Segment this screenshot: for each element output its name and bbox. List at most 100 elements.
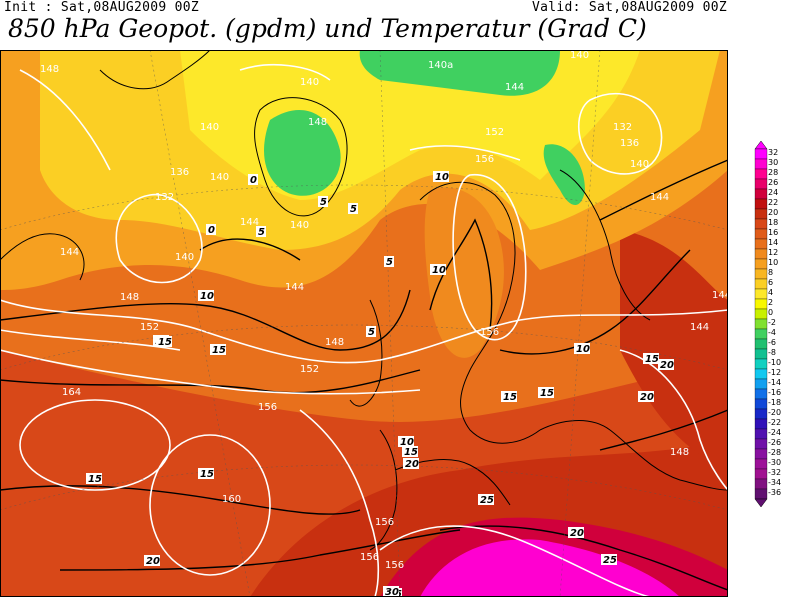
geopotential-label: 132 [155,192,174,203]
geopotential-label: 152 [485,127,504,138]
temperature-label: 10 [432,265,446,276]
colorbar-label: 10 [768,258,779,267]
temperature-label: 20 [640,392,654,403]
geopotential-label: 140 [290,220,309,231]
colorbar-cell [754,158,768,170]
temperature-label-bg [318,196,328,207]
geopotential-label: 148 [325,337,344,348]
temperature-label: 15 [200,469,214,480]
geopotential-label: 156 [375,517,394,528]
temperature-label-bg [198,468,214,479]
geopotential-label: 144 [240,217,259,228]
init-time: Init : Sat,08AUG2009 00Z [4,0,200,15]
colorbar-cell [754,228,768,240]
geopotential-labels: 148 140 140 140 140a 144 148 152 156 136 132 144 140… [40,50,728,571]
temperature-label: 15 [540,388,554,399]
temperature-label: 5 [368,327,375,338]
temperature-label: 10 [400,437,414,448]
temperature-label-bg [430,264,446,275]
colorbar-cell [754,208,768,220]
colorbar-cell [754,288,768,300]
temperature-label-bg [198,290,214,301]
colorbar-cell [754,398,768,410]
temperature-label: 10 [576,344,590,355]
temperature-label-bg [643,353,659,364]
colorbar-cell [754,378,768,390]
temperature-label: 20 [146,556,160,567]
geopotential-label: 156 [385,560,404,571]
temperature-label-bg [366,326,376,337]
colorbar-cell [754,358,768,370]
colorbar-label: -26 [768,438,782,447]
geopotential-label: 140 [300,77,319,88]
colorbar-cell [754,348,768,360]
colorbar-label: -34 [768,478,782,487]
geopotential-label: 148 [308,117,327,128]
colorbar [754,141,768,508]
temperature-label: 15 [503,392,517,403]
colorbar-cell [754,468,768,480]
temperature-label: 20 [660,360,674,371]
temperature-label-bg [86,473,102,484]
colorbar-label: -18 [768,398,782,407]
geopotential-label: 132 [613,122,632,133]
colorbar-cell [754,198,768,210]
colorbar-label: -20 [768,408,782,417]
temperature-field-scandinavia [424,187,504,358]
geopotential-label: 140 [210,172,229,183]
temperature-label: 15 [404,447,418,458]
temperature-label-bg [398,436,414,447]
header: Init : Sat,08AUG2009 00Z Valid: Sat,08AU… [0,0,789,50]
weather-map: 148 140 140 140 140a 144 148 152 156 136 132 144 140… [0,50,728,597]
colorbar-label: 24 [768,188,779,197]
colorbar-cell [754,148,768,160]
temperature-label: 5 [386,257,393,268]
geopotential-label: 136 [170,167,189,178]
temperature-labels: 1015151515201520252520251510101015202015… [86,171,674,597]
colorbar-label: 20 [768,208,779,217]
colorbar-label: 22 [768,198,779,207]
geopotential-label: 156 [475,154,494,165]
colorbar-cell [754,268,768,280]
geopotential-label: 144 [285,282,304,293]
geopotential-label: 148 [120,292,139,303]
colorbar-cell [754,278,768,290]
geopotential-label: 152 [300,364,319,375]
temperature-label: 25 [603,555,617,566]
colorbar-label: 2 [768,298,774,307]
temperature-label-bg [501,391,517,402]
colorbar-label: -22 [768,418,782,427]
temperature-label: 30 [385,587,399,597]
temperature-label-bg [383,586,399,597]
geopotential-label: 156 [480,327,499,338]
geopotential-label: 136 [620,138,639,149]
temperature-label-bg [256,226,266,237]
temperature-label-bg [638,391,654,402]
temperature-label-bg [210,344,226,355]
temperature-label-bg [601,554,617,565]
colorbar-label: -6 [768,338,776,347]
colorbar-label: -16 [768,388,782,397]
geopotential-contours [0,64,728,597]
geopotential-label: 152 [140,322,159,333]
temperature-field-green-east [543,144,585,205]
colorbar-cell [754,428,768,440]
colorbar-label: 12 [768,248,779,257]
geopotential-label: 140 [200,122,219,133]
geopotential-label: 140 [570,50,589,61]
colorbar-cell [754,478,768,490]
temperature-label: 0 [208,225,215,236]
colorbar-label: -4 [768,328,776,337]
graticule [0,50,728,597]
colorbar-label: 6 [768,278,774,287]
colorbar-cell [754,368,768,380]
colorbar-label: 8 [768,268,774,277]
colorbar-label: -8 [768,348,776,357]
geopotential-label: 140a [428,60,453,71]
geopotential-label: 144 [505,82,524,93]
temperature-label-bg [478,494,494,505]
temperature-label: 15 [158,337,172,348]
temperature-label-bg [348,203,358,214]
colorbar-cell [754,418,768,430]
colorbar-label: 14 [768,238,779,247]
